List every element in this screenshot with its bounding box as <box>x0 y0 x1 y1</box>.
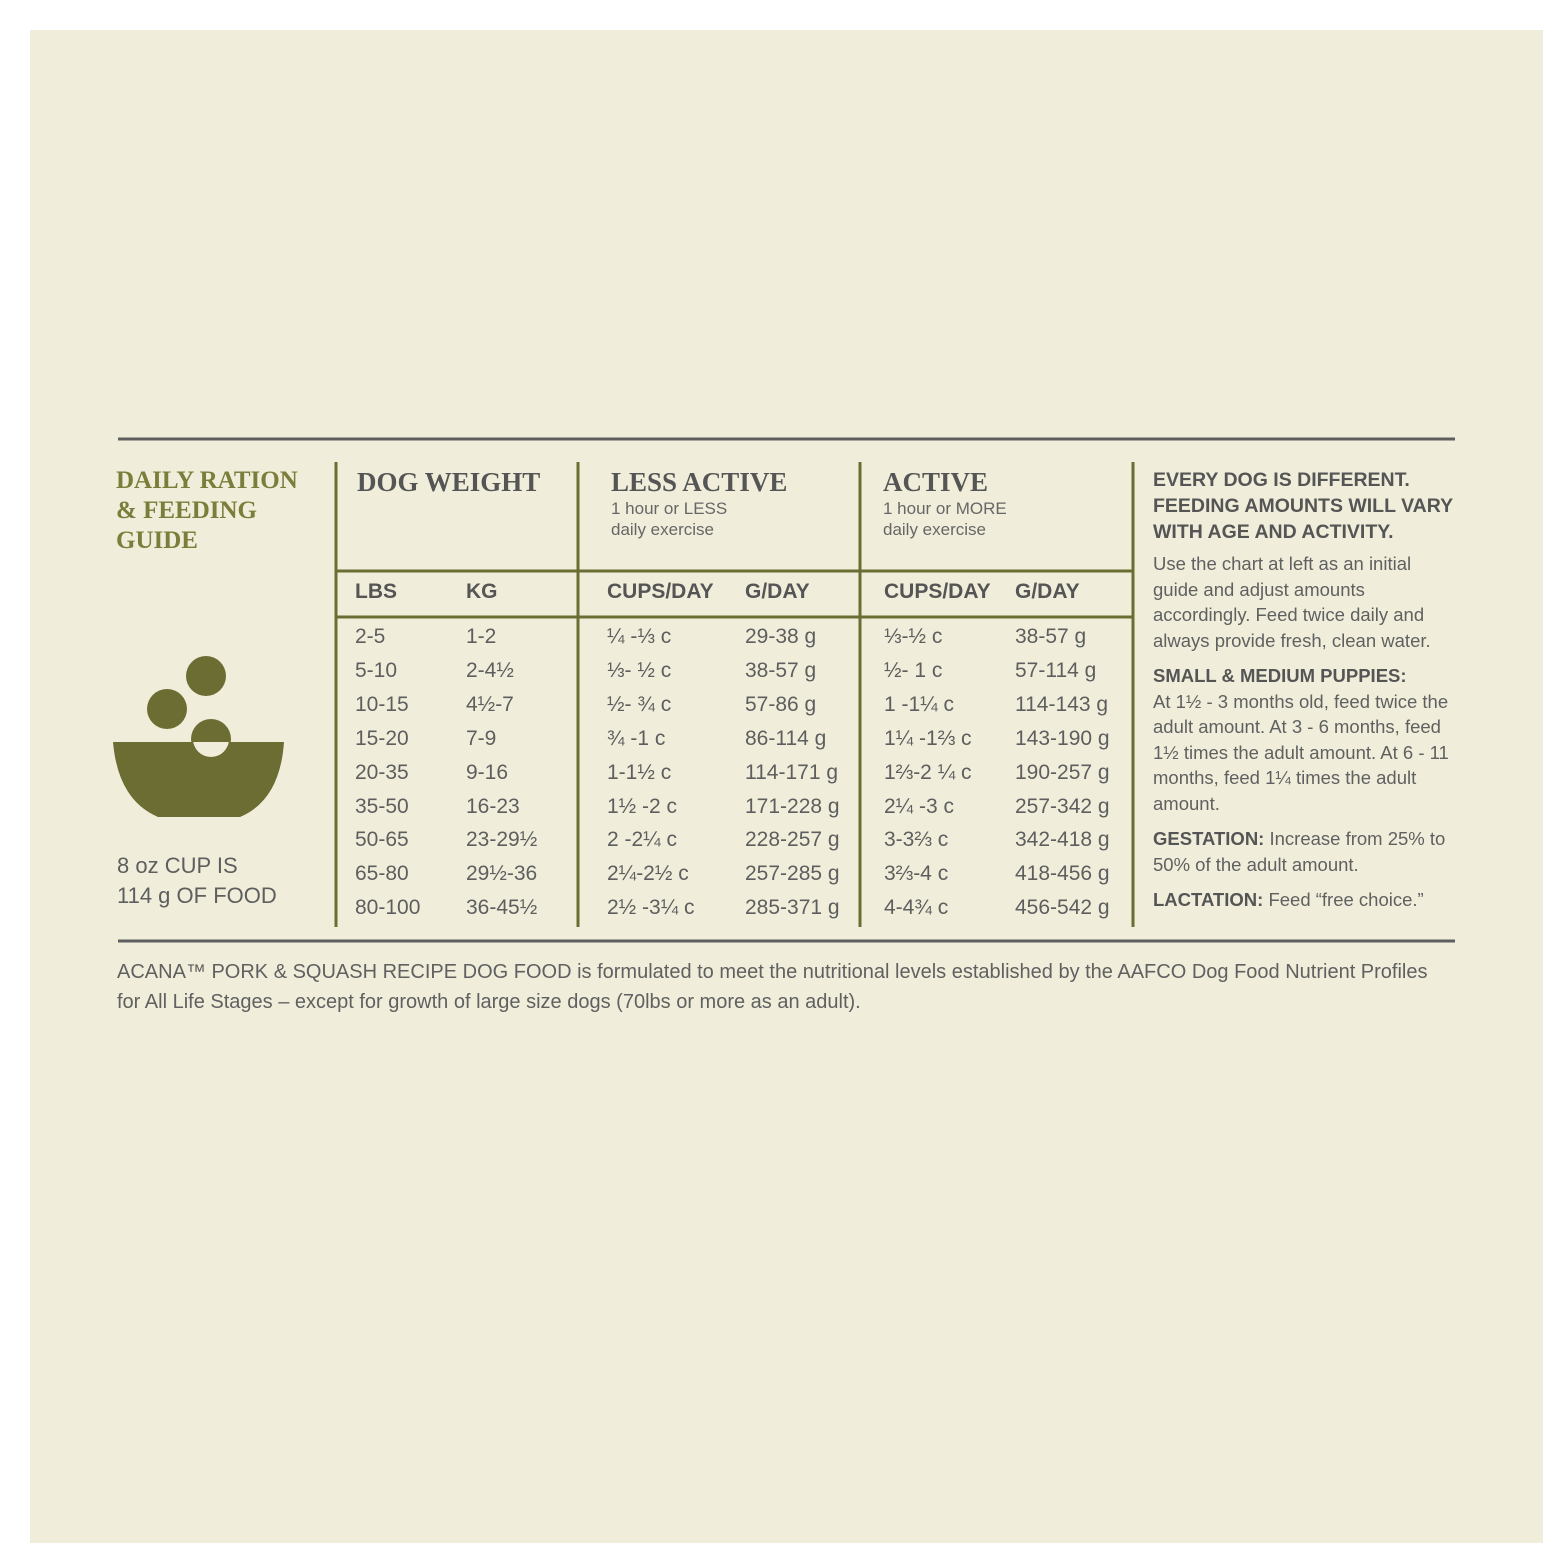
cell: 57-86 g <box>745 692 817 716</box>
group-header: LESS ACTIVE 1 hour or LESS daily exercis… <box>611 467 787 540</box>
cell: 2-4½ <box>466 658 514 682</box>
bowl <box>113 742 284 817</box>
column-header: LBS <box>355 580 397 603</box>
cell: 1⅔-2 ¼ c <box>884 760 972 784</box>
cell: 257-342 g <box>1015 794 1110 818</box>
kibble-inside <box>193 742 229 757</box>
group-subtitle: daily exercise <box>883 520 986 539</box>
cell: 3-3⅔ c <box>884 828 949 852</box>
cell: 2 -2¼ c <box>607 828 678 852</box>
cell: 257-285 g <box>745 862 840 886</box>
group-title: ACTIVE <box>883 467 989 497</box>
title-line: & FEEDING <box>116 497 257 524</box>
cell: 16-23 <box>466 794 520 818</box>
section-text: At 1½ - 3 months old, feed twice the adu… <box>1153 690 1449 814</box>
cell: 4-4¾ c <box>884 896 949 920</box>
panel <box>30 30 1543 1543</box>
cell: ¼ -⅓ c <box>607 625 672 648</box>
group-header: ACTIVE 1 hour or MORE daily exercise <box>883 467 1007 540</box>
kibble <box>186 656 226 696</box>
cell: 228-257 g <box>745 828 840 852</box>
column-header: CUPS/DAY <box>884 580 991 603</box>
section-text: Increase from 25% to 50% of the adult am… <box>1153 828 1446 875</box>
cell: 65-80 <box>355 862 409 886</box>
notes-heading: EVERY DOG IS DIFFERENT. FEEDING AMOUNTS … <box>1153 469 1453 543</box>
cell: 1½ -2 c <box>607 794 678 818</box>
section-label: SMALL & MEDIUM PUPPIES: <box>1153 665 1407 686</box>
cell: ⅓-½ c <box>884 625 943 648</box>
kibble <box>147 689 187 729</box>
cell: 35-50 <box>355 794 409 818</box>
cell: 2¼-2½ c <box>607 862 689 886</box>
cell: 23-29½ <box>466 828 538 852</box>
cell: 2½ -3¼ c <box>607 896 695 920</box>
cell: 50-65 <box>355 828 409 852</box>
cell: 171-228 g <box>745 794 840 818</box>
cell: 3⅔-4 c <box>884 862 949 886</box>
group-title: LESS ACTIVE <box>611 467 788 497</box>
cell: 190-257 g <box>1015 760 1110 784</box>
cup-note-line: 114 g OF FOOD <box>117 883 277 908</box>
cell: 1¼ -1⅔ c <box>884 726 972 750</box>
cell: 1-2 <box>466 625 497 648</box>
title-line: DAILY RATION <box>116 467 298 494</box>
notes-section: GESTATION: Increase from 25% to 50% of t… <box>1153 826 1458 877</box>
bowl-icon <box>113 656 284 817</box>
cell: 4½-7 <box>466 692 514 716</box>
cell: 1 -1¼ c <box>884 692 955 716</box>
column-header: CUPS/DAY <box>607 580 714 603</box>
column-header: G/DAY <box>1015 580 1080 603</box>
cup-note-line: 8 oz CUP IS <box>117 853 238 878</box>
cell: 9-16 <box>466 760 509 784</box>
notes-intro: Use the chart at left as an initial guid… <box>1153 553 1431 651</box>
cell: 86-114 g <box>745 726 827 750</box>
cell: 342-418 g <box>1015 828 1110 852</box>
cell: 285-371 g <box>745 896 840 920</box>
cell: 114-171 g <box>745 760 839 784</box>
group-title: DOG WEIGHT <box>357 467 541 497</box>
guide-title: DAILY RATION & FEEDING GUIDE <box>116 466 298 556</box>
column-header: G/DAY <box>745 580 810 603</box>
cell: ¾ -1 c <box>607 726 666 750</box>
cell: 15-20 <box>355 726 409 750</box>
section-label: GESTATION: <box>1153 828 1265 849</box>
footer: ACANA™ PORK & SQUASH RECIPE DOG FOOD is … <box>117 961 1428 1013</box>
cup-note: 8 oz CUP IS 114 g OF FOOD <box>117 851 277 911</box>
cell: 29½-36 <box>466 862 538 886</box>
cell: 7-9 <box>466 726 497 750</box>
group-subtitle: 1 hour or LESS <box>611 499 728 518</box>
cell: 10-15 <box>355 692 409 716</box>
group-subtitle: 1 hour or MORE <box>883 499 1007 518</box>
title-line: GUIDE <box>116 527 198 554</box>
cell: 456-542 g <box>1015 896 1110 920</box>
notes-section: LACTATION: Feed “free choice.” <box>1153 887 1458 913</box>
cell: ⅓- ½ c <box>607 658 672 682</box>
cell: ½- ¾ c <box>607 692 672 716</box>
cell: 80-100 <box>355 896 421 920</box>
cell: 2-5 <box>355 625 386 648</box>
section-text: Feed “free choice.” <box>1268 889 1424 910</box>
cell: 38-57 g <box>745 658 817 682</box>
cell: 114-143 g <box>1015 692 1109 716</box>
section-label: LACTATION: <box>1153 889 1264 910</box>
cell: 57-114 g <box>1015 658 1097 682</box>
notes: EVERY DOG IS DIFFERENT. FEEDING AMOUNTS … <box>1153 467 1458 913</box>
cell: 29-38 g <box>745 625 817 648</box>
group-subtitle: daily exercise <box>611 520 714 539</box>
cell: ½- 1 c <box>884 658 943 682</box>
cell: 2¼ -3 c <box>884 794 955 818</box>
cell: 38-57 g <box>1015 625 1087 648</box>
column-header: KG <box>466 580 498 603</box>
cell: 143-190 g <box>1015 726 1110 750</box>
cell: 5-10 <box>355 658 398 682</box>
notes-section: SMALL & MEDIUM PUPPIES: At 1½ - 3 months … <box>1153 663 1458 816</box>
cell: 20-35 <box>355 760 409 784</box>
cell: 1-1½ c <box>607 760 672 784</box>
cell: 418-456 g <box>1015 862 1110 886</box>
cell: 36-45½ <box>466 896 538 920</box>
